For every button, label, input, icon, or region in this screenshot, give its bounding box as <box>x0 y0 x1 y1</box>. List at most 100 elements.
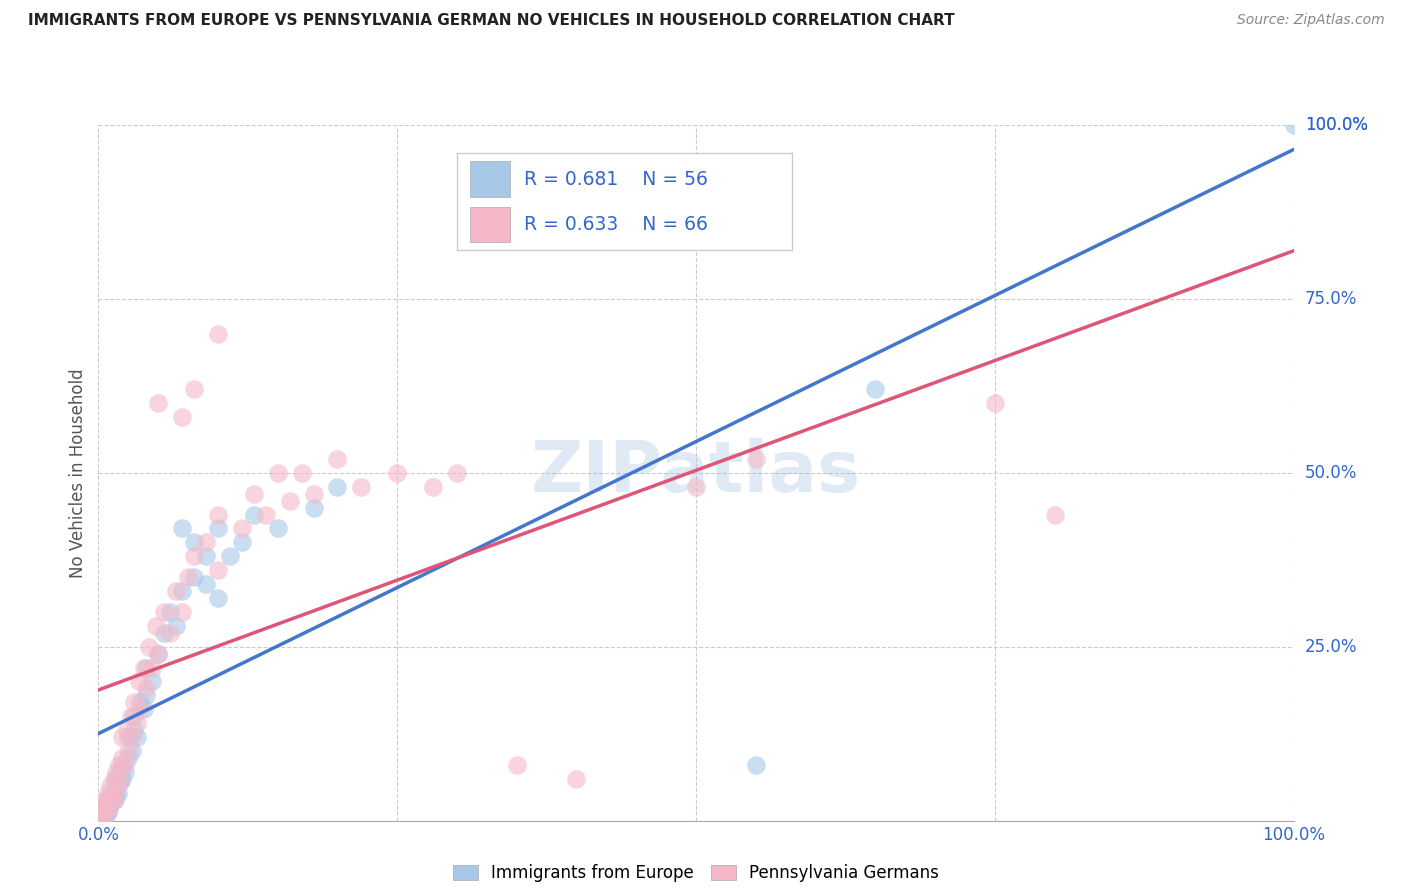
Point <box>132 702 155 716</box>
Point <box>506 758 529 772</box>
Point <box>165 584 187 599</box>
Point <box>90 810 112 824</box>
Point <box>98 799 121 814</box>
Y-axis label: No Vehicles in Household: No Vehicles in Household <box>69 368 87 578</box>
Point <box>745 758 768 772</box>
Point <box>120 709 142 723</box>
Point <box>117 751 139 765</box>
Point <box>104 779 127 793</box>
Point <box>183 549 205 564</box>
Point <box>159 625 181 640</box>
Point <box>104 793 127 807</box>
Point <box>983 396 1005 410</box>
Point <box>326 451 349 466</box>
Point <box>125 730 148 744</box>
Point <box>302 486 325 500</box>
Point <box>153 625 176 640</box>
Point <box>117 744 139 758</box>
Point <box>129 702 152 716</box>
Point <box>96 806 118 821</box>
Point <box>107 786 129 800</box>
Point <box>135 660 157 674</box>
Point <box>105 789 128 804</box>
Point <box>103 793 125 807</box>
Point <box>98 796 122 810</box>
Text: R = 0.681    N = 56: R = 0.681 N = 56 <box>524 169 707 188</box>
Point <box>863 382 886 396</box>
Point <box>385 466 409 480</box>
Text: IMMIGRANTS FROM EUROPE VS PENNSYLVANIA GERMAN NO VEHICLES IN HOUSEHOLD CORRELATI: IMMIGRANTS FROM EUROPE VS PENNSYLVANIA G… <box>28 13 955 29</box>
Point <box>141 674 163 689</box>
Point <box>97 799 120 814</box>
Point <box>145 619 167 633</box>
Point <box>111 730 134 744</box>
Point <box>107 779 129 793</box>
Text: 100.0%: 100.0% <box>1305 116 1368 134</box>
Text: 100.0%: 100.0% <box>1305 116 1368 134</box>
Point <box>98 779 122 793</box>
Point <box>97 793 120 807</box>
Point <box>207 521 229 535</box>
Point <box>98 793 122 807</box>
Point <box>302 500 325 515</box>
Point <box>745 451 768 466</box>
Point <box>111 772 134 786</box>
Point <box>101 786 124 800</box>
Point <box>153 605 176 619</box>
Point <box>446 466 468 480</box>
Text: ZIPatlas: ZIPatlas <box>531 438 860 508</box>
Point <box>93 793 115 807</box>
Point <box>108 772 131 786</box>
Point <box>97 786 120 800</box>
Point <box>91 803 114 817</box>
Point <box>108 775 131 789</box>
Point <box>207 591 229 605</box>
Text: 25.0%: 25.0% <box>1305 638 1357 656</box>
Point <box>105 772 128 786</box>
Point <box>183 570 205 584</box>
Point <box>103 772 125 786</box>
Point <box>148 647 170 661</box>
Point <box>183 535 205 549</box>
Point <box>105 764 128 779</box>
Point <box>254 508 277 522</box>
Point <box>96 796 118 810</box>
Point <box>165 619 187 633</box>
Point <box>124 723 146 738</box>
Point <box>159 605 181 619</box>
Point <box>132 660 155 674</box>
Text: Source: ZipAtlas.com: Source: ZipAtlas.com <box>1237 13 1385 28</box>
Point <box>290 466 312 480</box>
Point <box>108 764 131 779</box>
Point <box>219 549 242 564</box>
Point <box>98 789 122 804</box>
Point <box>172 584 194 599</box>
Point <box>1043 508 1066 522</box>
Point <box>101 786 124 800</box>
Point <box>135 681 157 696</box>
Point <box>91 806 114 821</box>
Text: 75.0%: 75.0% <box>1305 290 1357 308</box>
Point <box>94 806 117 821</box>
Point <box>128 674 150 689</box>
Bar <box>471 207 510 243</box>
Point <box>231 521 253 535</box>
Point <box>183 382 205 396</box>
Point <box>172 605 194 619</box>
Point <box>278 493 301 508</box>
Point <box>125 716 148 731</box>
Point <box>172 521 194 535</box>
Point <box>243 486 266 500</box>
Point <box>172 410 194 425</box>
Point <box>207 563 229 577</box>
Point <box>207 326 229 341</box>
Point <box>121 744 143 758</box>
Point <box>1282 118 1305 132</box>
Point <box>148 396 170 410</box>
Text: R = 0.633    N = 66: R = 0.633 N = 66 <box>524 215 707 235</box>
Legend: Immigrants from Europe, Pennsylvania Germans: Immigrants from Europe, Pennsylvania Ger… <box>446 857 946 888</box>
Point <box>177 570 200 584</box>
Point <box>267 466 290 480</box>
Point <box>194 535 217 549</box>
Point <box>326 480 349 494</box>
